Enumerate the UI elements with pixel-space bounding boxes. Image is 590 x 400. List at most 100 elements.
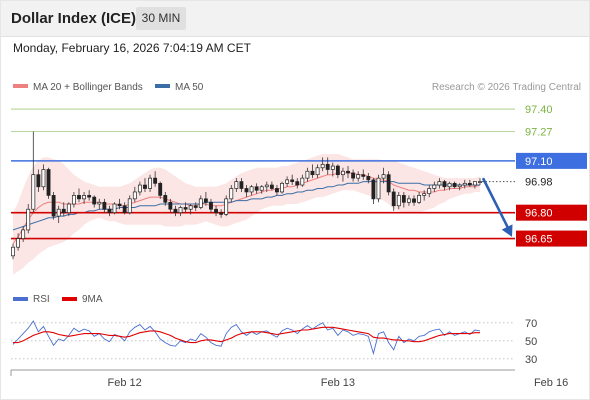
candle-body [148, 177, 152, 189]
price-overlay: 96.98 [481, 173, 587, 237]
candle-body [36, 174, 41, 188]
candle [371, 178, 376, 205]
candle [325, 157, 330, 175]
candle-body [31, 174, 36, 210]
candle-body [351, 172, 356, 179]
rsi-ma9-line [13, 326, 480, 344]
candle-body [173, 208, 178, 214]
candle [112, 202, 117, 215]
last-price-tag [516, 173, 587, 190]
candle-body [259, 186, 264, 191]
candle-body [153, 177, 158, 184]
candle-body [219, 212, 224, 215]
candle-body [87, 195, 92, 198]
candle [87, 190, 92, 201]
candle-body [305, 170, 310, 179]
candle [376, 174, 381, 203]
ma50-line [12, 181, 480, 231]
candle [290, 174, 295, 186]
candle-body [92, 196, 97, 205]
candle [26, 204, 31, 234]
candle [188, 204, 193, 215]
candle [56, 205, 61, 224]
candle-body [137, 184, 142, 193]
candle-body [193, 205, 198, 208]
candle [305, 167, 310, 182]
candle [219, 209, 224, 218]
candle [97, 198, 102, 210]
candle [11, 243, 15, 260]
candle-body [198, 198, 203, 208]
candle [259, 185, 264, 194]
candle-body [56, 208, 61, 217]
candle-body [21, 229, 26, 239]
candle-body [254, 186, 259, 191]
candle [178, 205, 183, 217]
candle [31, 131, 36, 213]
rsi-line [12, 320, 481, 356]
candle [356, 171, 361, 182]
candle-body [381, 174, 386, 179]
rsi-legend: RSI 9MA [13, 294, 103, 305]
ma50-legend-label: MA 50 [175, 82, 204, 93]
candle [300, 174, 305, 187]
candle-body [310, 170, 315, 176]
candle-body [335, 165, 340, 176]
candle-body [97, 201, 102, 205]
candle-body [178, 207, 183, 214]
candle [36, 169, 41, 192]
candle-body [407, 198, 411, 203]
candle [198, 195, 203, 210]
candle-body [203, 198, 208, 203]
candle-body [16, 238, 20, 248]
candle-body [26, 208, 31, 231]
candle [269, 181, 274, 191]
candle-body [71, 195, 76, 205]
interval-button[interactable]: 30 MIN [136, 7, 186, 30]
candle-body [127, 198, 132, 214]
candle [143, 178, 147, 192]
candle-body [437, 181, 442, 186]
candle [457, 183, 462, 191]
candle-body [234, 181, 239, 189]
projection-arrow-head [501, 224, 513, 237]
candle-body [427, 188, 432, 195]
candle [229, 185, 234, 203]
x-tick-label-1: Feb 13 [321, 377, 355, 389]
level-tag-2 [516, 152, 587, 169]
candle-body [478, 181, 482, 183]
copyright-text: Research © 2026 Trading Central [432, 82, 581, 93]
x-tick-label-0: Feb 12 [108, 377, 142, 389]
candle [341, 167, 345, 182]
candle-body [77, 195, 81, 200]
candle-body [346, 170, 350, 174]
candle [82, 191, 86, 205]
candle-body [371, 179, 376, 200]
candle [203, 191, 208, 206]
candle-body [300, 177, 305, 186]
candle-body [452, 182, 457, 188]
candle [427, 185, 432, 198]
candle [122, 202, 127, 215]
bollinger-bands [13, 154, 480, 275]
candle [158, 181, 163, 199]
candle [330, 162, 335, 177]
ma9-legend-label: 9MA [82, 294, 103, 305]
last-price-label: 96.98 [525, 177, 553, 189]
candle [193, 202, 198, 211]
candle [16, 233, 20, 251]
candle [452, 181, 457, 189]
candle-body [183, 207, 188, 210]
candle [102, 198, 107, 213]
price-legend: MA 20 + Bollinger Bands MA 50 Research ©… [13, 82, 581, 93]
candle-body [163, 195, 168, 203]
candle-body [107, 208, 112, 214]
rsi-tick-label-2: 30 [525, 354, 537, 366]
chart-header: Dollar Index (ICE) 30 MIN [0, 0, 590, 37]
candle-body [244, 188, 249, 193]
candle-body [290, 179, 295, 182]
candle-body [376, 177, 381, 200]
candle-body [46, 169, 51, 196]
level-label-4: 96.65 [525, 234, 553, 246]
level-label-0: 97.40 [525, 104, 553, 116]
